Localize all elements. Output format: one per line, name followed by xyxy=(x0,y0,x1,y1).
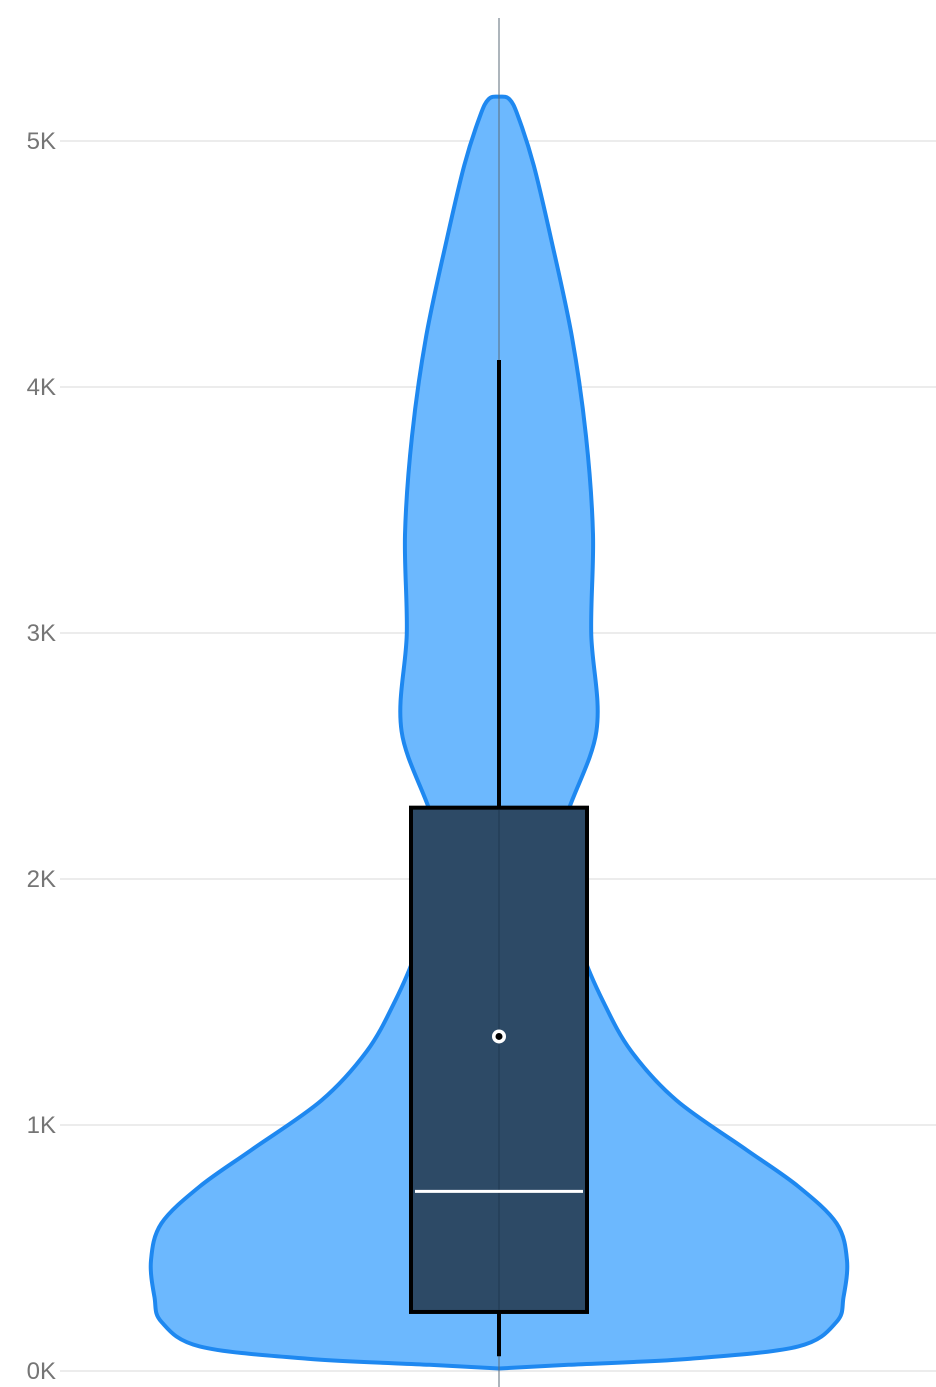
y-tick-label: 0K xyxy=(27,1358,56,1385)
y-tick-label: 5K xyxy=(27,128,56,155)
y-axis-tick-labels: 0K 1K 2K 3K 4K 5K xyxy=(27,128,56,1385)
y-tick-label: 4K xyxy=(27,374,56,401)
y-tick-label: 3K xyxy=(27,620,56,647)
y-tick-label: 2K xyxy=(27,866,56,893)
mean-marker-center xyxy=(495,1032,503,1040)
y-tick-label: 1K xyxy=(27,1112,56,1139)
